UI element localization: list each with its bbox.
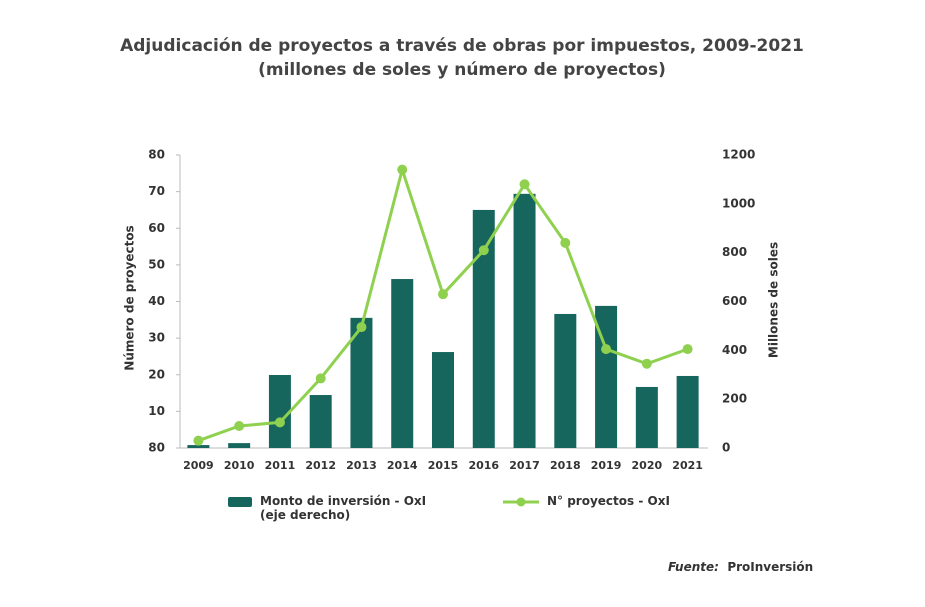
bar [309,395,332,448]
point [356,322,367,333]
y2-axis-label: Millones de soles [767,242,781,358]
point [274,417,285,428]
y2-tick-label: 200 [722,392,747,406]
x-tick-label: 2010 [224,459,255,472]
source-text: ProInversión [727,560,814,574]
legend-item: Monto de inversión - OxI (eje derecho) [228,494,430,522]
point [601,344,612,355]
bar [228,443,251,448]
point [478,245,489,256]
bar [391,279,414,448]
x-tick-label: 2020 [632,459,663,472]
y-tick-label: 50 [148,257,165,271]
chart-title: Adjudicación de proyectos a través de ob… [120,36,804,56]
point [519,179,530,190]
y-tick-label: 40 [148,294,165,308]
y2-tick-label: 1200 [722,148,755,162]
y-tick-label: 80 [148,441,165,455]
x-tick-label: 2019 [591,459,622,472]
point [438,289,448,300]
point [193,435,204,446]
x-tick-label: 2012 [305,459,336,472]
bar [432,352,454,448]
x-tick-label: 2013 [346,459,377,472]
y2-tick-label: 400 [722,343,747,357]
bar [595,305,618,448]
legend-label: N° proyectos - OxI [547,494,670,508]
source: Fuente: ProInversión [668,560,813,574]
source-label: Fuente: [668,560,719,574]
point [682,344,693,355]
bar [268,374,291,448]
y-tick-label: 60 [148,221,165,235]
y2-tick-label: 800 [722,245,747,259]
chart-subtitle: (millones de soles y número de proyectos… [258,60,666,80]
bar [513,193,536,448]
x-tick-label: 2009 [183,459,214,472]
x-tick-label: 2016 [468,459,499,472]
y-axis-label: Número de proyectos [123,225,137,370]
point [641,358,652,369]
y2-tick-label: 1000 [722,196,755,210]
bar [554,313,577,448]
x-tick-label: 2014 [387,459,418,472]
x-tick-label: 2017 [509,459,540,472]
swatch-dot [516,497,526,507]
y-tick-label: 20 [148,367,165,381]
legend-swatch [503,497,539,507]
legend-swatch [228,497,252,507]
x-tick-label: 2015 [428,459,459,472]
point [397,164,408,175]
point [234,421,245,432]
y2-tick-label: 0 [722,441,730,455]
point [560,237,571,248]
y-tick-label: 80 [148,148,165,162]
bar [187,445,210,448]
point [315,373,326,384]
y-tick-label: 10 [148,404,165,418]
bar [472,209,495,448]
bar [350,317,373,448]
x-tick-label: 2021 [672,459,703,472]
y-tick-label: 70 [148,184,165,198]
x-tick-label: 2018 [550,459,581,472]
bar [635,386,658,448]
legend-item: N° proyectos - OxI [503,494,670,509]
x-tick-label: 2011 [265,459,296,472]
swatch [228,497,252,507]
y2-tick-label: 600 [722,294,747,308]
legend-label: Monto de inversión - OxI (eje derecho) [260,494,427,522]
y-tick-label: 30 [148,331,165,345]
bar [676,375,699,448]
